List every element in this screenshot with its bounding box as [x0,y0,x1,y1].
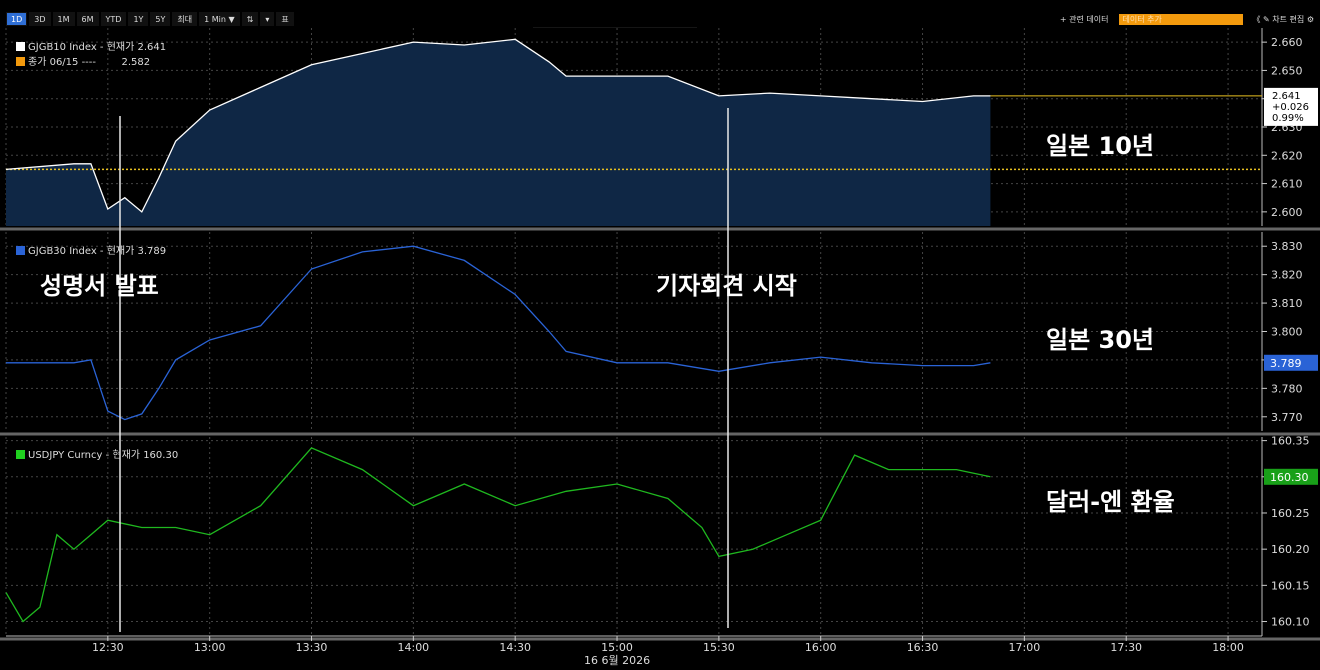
y-tick-label: 2.620 [1271,149,1303,162]
statement-annotation: 성명서 발표 [40,272,159,300]
x-tick-label: 12:30 [92,641,124,654]
jgb10-area-fill [6,39,991,226]
y-tick-label: 3.780 [1271,382,1303,395]
x-tick-label: 14:00 [397,641,429,654]
jgb10-last-tag-text: 0.99% [1272,113,1304,124]
chart-toolbar: 1D 3D 1M 6M YTD 1Y 5Y 최대 1 Min ▼ ⇅ ▾ 표 + 관련 데이터 데이터 … [0,0,1320,28]
x-tick-label: 13:30 [296,641,328,654]
x-tick-label: 13:00 [194,641,226,654]
x-axis-date-label: 16 6월 2026 [584,654,650,667]
jgb30-annotation: 일본 30년 [1046,326,1154,354]
period-button[interactable]: 1Y [128,12,149,26]
y-tick-label: 3.770 [1271,411,1303,424]
jgb10-last-tag-text: 2.641 [1272,91,1301,102]
y-tick-label: 3.810 [1271,297,1303,310]
jgb30-legend-label: GJGB30 Index - 현재가 [28,246,135,257]
period-button[interactable]: 최대 [172,12,198,26]
y-tick-label: 2.660 [1271,36,1303,49]
jgb10-last-tag-bg [1264,87,1318,126]
toolbar-extra-button[interactable]: 표 [276,12,294,26]
x-tick-label: 15:30 [703,641,735,654]
add-data-input[interactable]: 데이터 추가 [1118,13,1243,25]
y-tick-label: 3.820 [1271,269,1303,282]
period-button[interactable]: 5Y [150,12,171,26]
last-price-tag-bg [1264,468,1318,485]
period-button[interactable]: 6M [76,12,99,26]
toolbar-extra-button[interactable]: ▾ [260,12,275,26]
x-tick-label: 16:00 [805,641,837,654]
press-conference-annotation: 기자회견 시작 [656,272,797,300]
period-selector: 1D 3D 1M 6M YTD 1Y 5Y 최대 1 Min ▼ ⇅ ▾ 표 [6,12,294,26]
usdjpy-legend: USDJPY Curncy - 현재가 160.30 [16,446,178,461]
x-tick-label: 16:30 [907,641,939,654]
period-button[interactable]: 1D [6,12,28,26]
last-price-tag-bg [1264,354,1318,371]
last-price-tag-text: 3.789 [1270,357,1302,370]
period-button[interactable]: 3D [29,12,51,26]
period-button[interactable]: YTD [100,12,127,26]
y-tick-label: 160.35 [1271,435,1310,448]
jgb10-annotation: 일본 10년 [1046,132,1154,160]
y-tick-label: 2.610 [1271,178,1303,191]
period-button[interactable]: 1 Min ▼ [199,12,240,26]
x-tick-label: 17:30 [1110,641,1142,654]
jgb10-swatch [16,42,25,51]
y-tick-label: 3.830 [1271,240,1303,253]
jgb30-legend-value: 3.789 [137,246,167,257]
related-data-button[interactable]: + 관련 데이터 [1059,14,1109,24]
jgb30-series-line [6,245,991,421]
jgb30-legend: GJGB30 Index - 현재가 3.789 [16,242,166,257]
usdjpy-swatch [16,450,25,459]
y-tick-label: 160.10 [1271,616,1310,629]
edit-chart-button[interactable]: 《 ✎ 차트 편집 ⚙ [1252,14,1315,24]
jgb10-close-swatch [16,57,25,66]
y-tick-label: 160.15 [1271,579,1310,592]
y-tick-label: 2.650 [1271,64,1303,77]
jgb10-legend-label: GJGB10 Index - 현재가 [28,42,135,53]
y-tick-label: 2.600 [1271,206,1303,219]
jgb10-close-value: 2.582 [121,57,151,68]
jgb30-swatch [16,246,25,255]
x-tick-label: 17:00 [1009,641,1041,654]
x-tick-label: 18:00 [1212,641,1244,654]
jgb10-close-label: 종가 06/15 ---- [28,57,97,68]
jgb10-legend: GJGB10 Index - 현재가 2.641 종가 06/15 ---- 2… [16,38,166,68]
toolbar-right: + 관련 데이터 데이터 추가 《 ✎ 차트 편집 ⚙ [1060,12,1314,26]
usdjpy-series-line [5,447,991,623]
jgb10-last-tag-text: +0.026 [1272,102,1309,113]
jgb10-legend-value: 2.641 [137,42,167,53]
usdjpy-legend-value: 160.30 [143,450,179,461]
y-tick-label: 160.25 [1271,507,1310,520]
toolbar-extra-button[interactable]: ⇅ [241,12,259,26]
period-button[interactable]: 1M [52,12,75,26]
y-tick-label: 160.20 [1271,543,1310,556]
usdjpy-annotation: 달러-엔 환율 [1046,488,1175,516]
usdjpy-legend-label: USDJPY Curncy - 현재가 [28,450,140,461]
jgb10-series-line [5,38,991,213]
y-tick-label: 3.800 [1271,326,1303,339]
x-tick-label: 15:00 [601,641,633,654]
x-tick-label: 14:30 [499,641,531,654]
last-price-tag-text: 160.30 [1270,471,1309,484]
